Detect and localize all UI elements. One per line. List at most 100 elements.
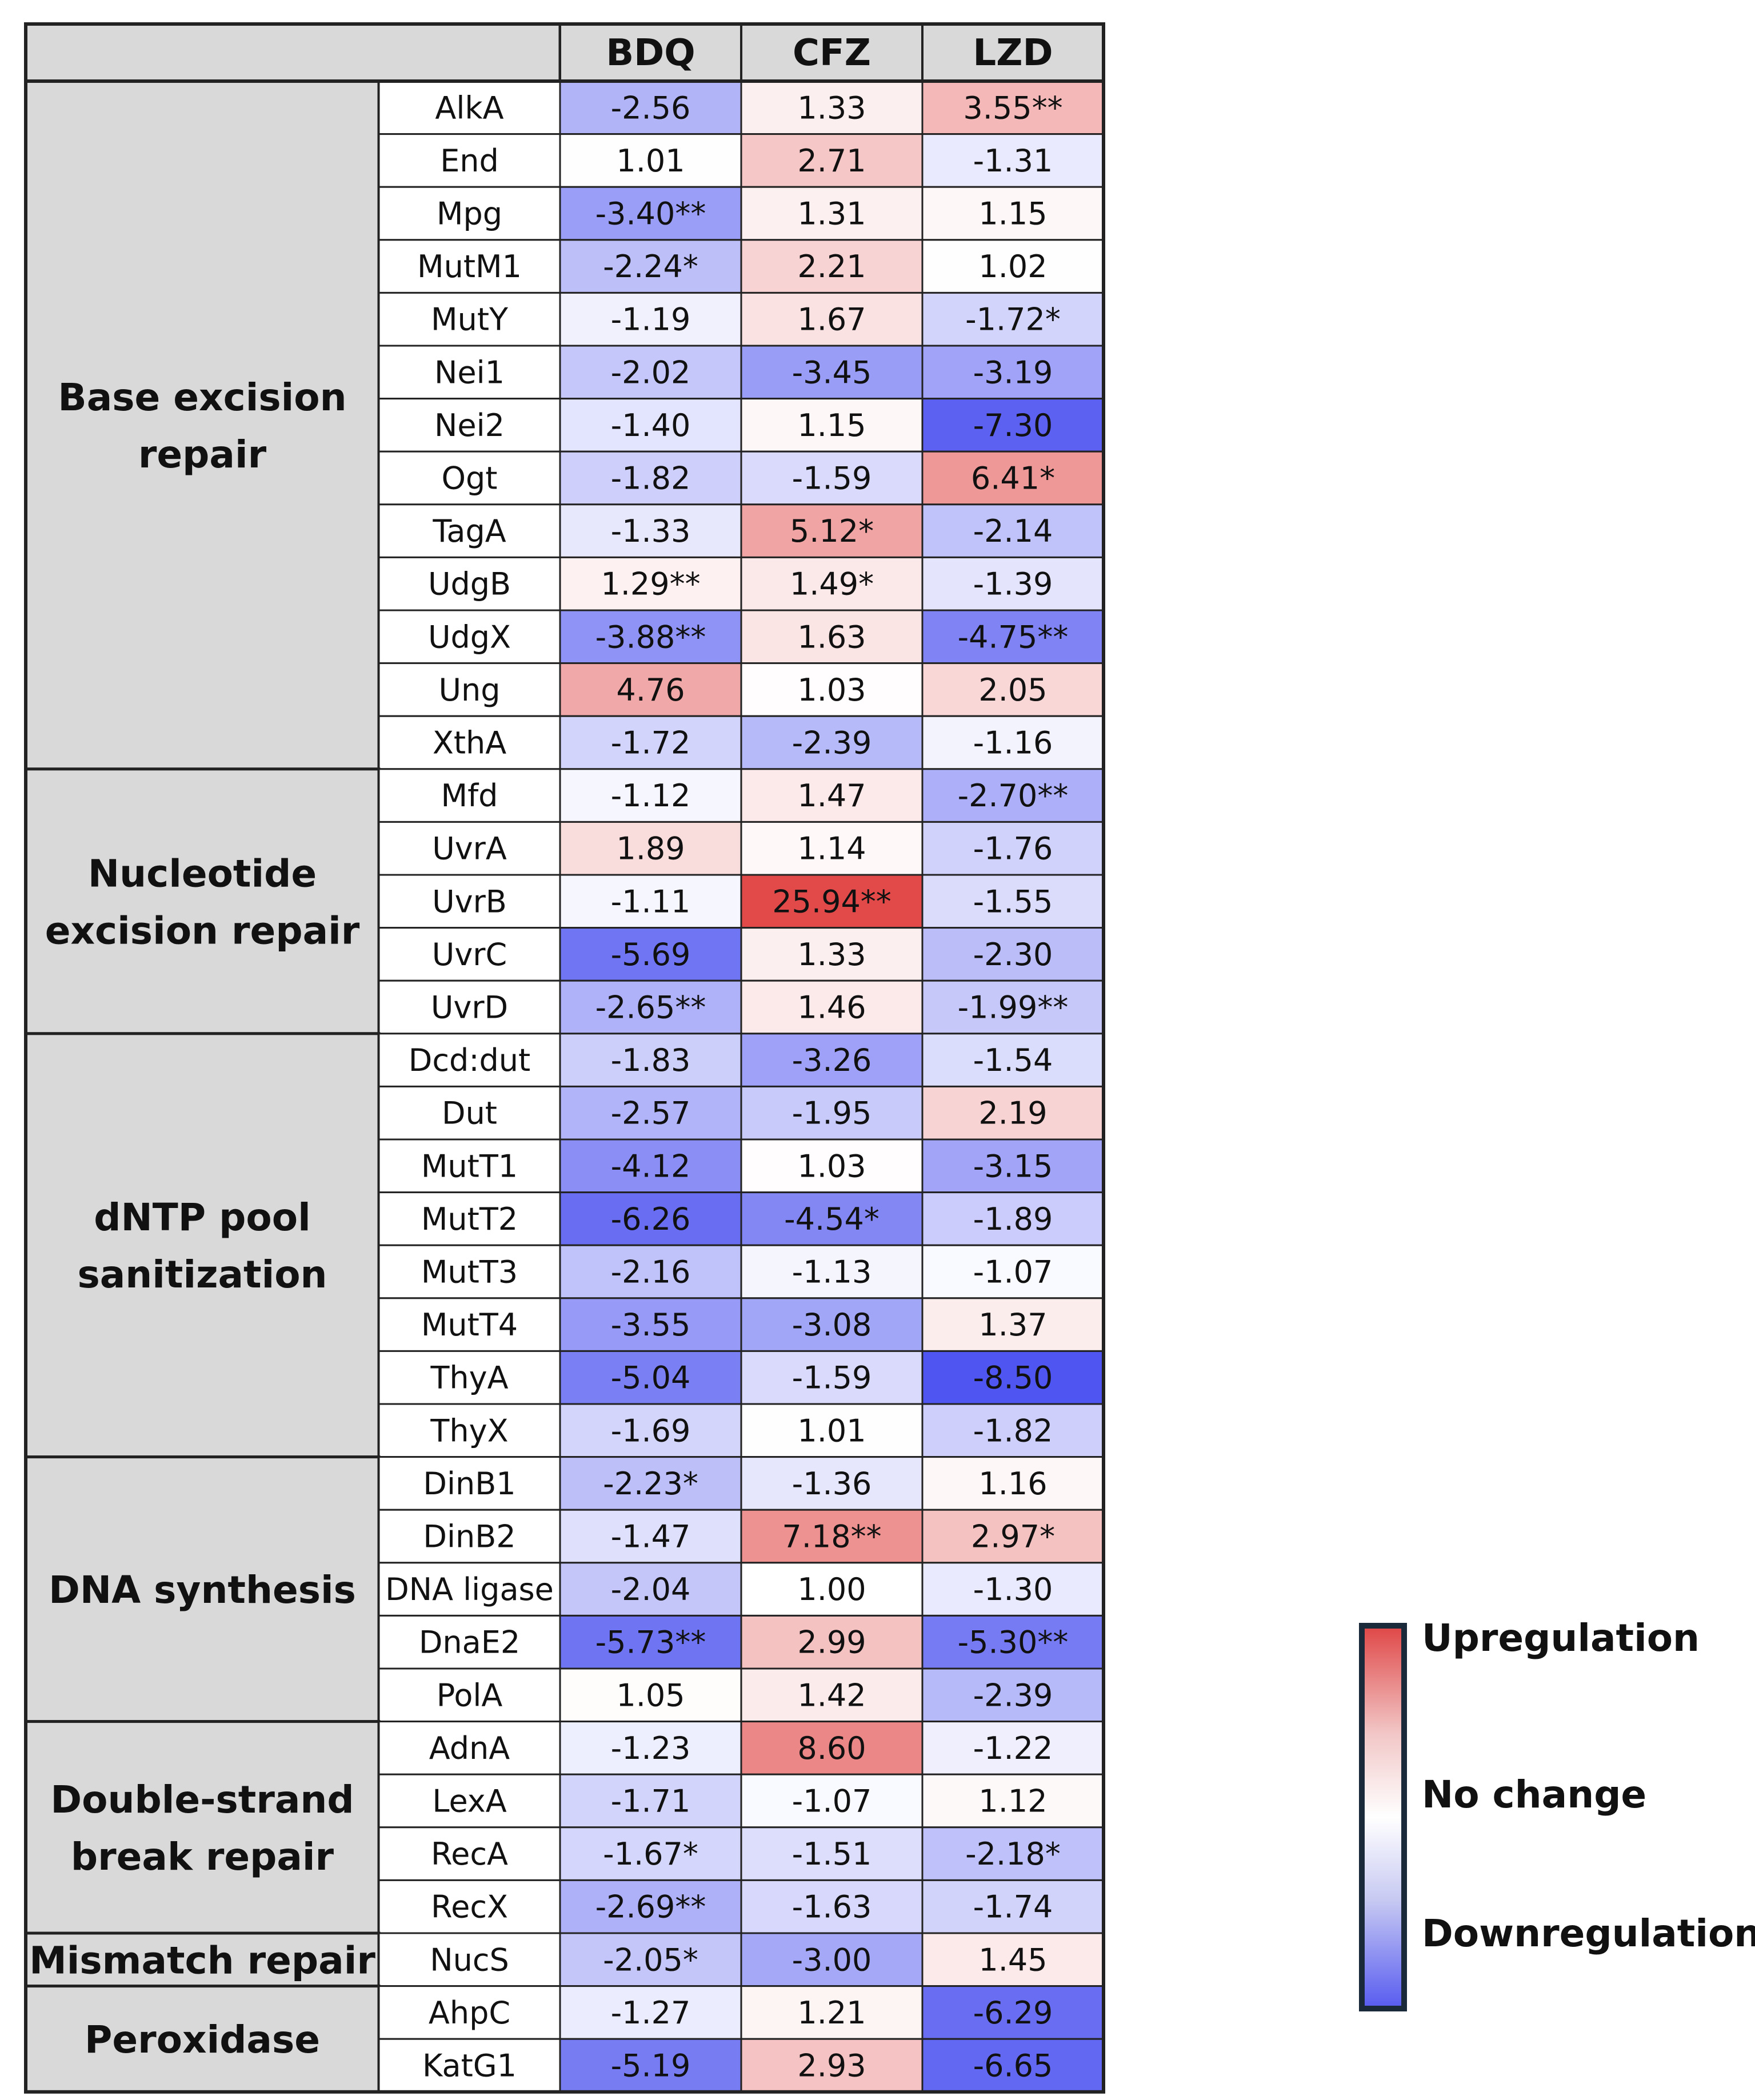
heatmap-value: 1.49* (790, 566, 874, 602)
heatmap-value: 8.60 (797, 1730, 866, 1766)
heatmap-value: -2.18* (965, 1836, 1061, 1872)
gene-name: DnaE2 (419, 1625, 520, 1661)
gene-name: MutM1 (417, 249, 522, 285)
heatmap-cell (740, 609, 924, 665)
heatmap-value: 1.33 (797, 937, 866, 973)
group-cell (24, 1720, 381, 1935)
heatmap-value: -3.88** (595, 619, 706, 655)
heatmap-value: -1.55 (973, 883, 1053, 919)
gene-name: AdnA (429, 1730, 510, 1766)
gene-name: RecX (431, 1889, 508, 1925)
heatmap-value: 2.99 (797, 1625, 866, 1661)
table-outline (24, 22, 1105, 2094)
heatmap-value: 1.00 (797, 1571, 866, 1607)
heatmap-value: -1.23 (611, 1730, 691, 1766)
heatmap-cell (921, 1456, 1105, 1511)
gene-name-cell (378, 291, 561, 347)
heatmap-cell (740, 1297, 924, 1352)
heatmap-value: 1.89 (616, 831, 685, 867)
heatmap-value: -1.16 (973, 725, 1053, 761)
heatmap-cell (921, 1614, 1105, 1670)
heatmap-value: -5.73** (595, 1625, 706, 1661)
group-label: repair (138, 433, 267, 477)
heatmap-cell (740, 1033, 924, 1087)
heatmap-cell (921, 1509, 1105, 1564)
heatmap-cell (559, 927, 742, 982)
column-header-cfz: CFZ (793, 32, 871, 74)
heatmap-value: -1.69 (611, 1413, 691, 1449)
heatmap-cell (921, 1667, 1105, 1723)
heatmap-value: -2.65** (595, 990, 706, 1026)
heatmap-cell (559, 398, 742, 453)
gene-name: MutT2 (421, 1201, 518, 1237)
heatmap-value: -2.69** (595, 1889, 706, 1925)
heatmap-value: 1.15 (978, 196, 1047, 232)
heatmap-cell (559, 1085, 742, 1141)
heatmap-value: 1.47 (797, 778, 866, 814)
heatmap-cell (559, 609, 742, 665)
heatmap-value: -1.72 (611, 725, 691, 761)
heatmap-value: -1.89 (973, 1201, 1053, 1237)
heatmap-cell (559, 1403, 742, 1458)
heatmap-cell (921, 1350, 1105, 1405)
heatmap-value: 1.31 (797, 196, 866, 232)
heatmap-cell (740, 1085, 924, 1141)
heatmap-value: -4.54* (784, 1201, 880, 1237)
gene-name-cell (378, 874, 561, 929)
heatmap-value: 1.14 (797, 831, 866, 867)
heatmap-cell (559, 1456, 742, 1511)
heatmap-value: 1.42 (797, 1677, 866, 1713)
gene-name-cell (378, 1138, 561, 1194)
gene-name-cell (378, 1985, 561, 2040)
heatmap-cell (921, 1244, 1105, 1299)
heatmap-value: 1.29** (601, 566, 700, 602)
heatmap-value: -2.14 (973, 513, 1053, 549)
gene-name-cell (378, 1403, 561, 1458)
gene-name: ThyX (430, 1413, 508, 1449)
gene-name: Ogt (442, 461, 498, 497)
gene-name: DinB2 (423, 1519, 515, 1555)
heatmap-value: 2.19 (978, 1095, 1047, 1131)
heatmap-cell (921, 556, 1105, 611)
column-header-lzd: LZD (973, 32, 1053, 74)
heatmap-value: -3.40** (595, 196, 706, 232)
heatmap-value: -3.19 (973, 354, 1053, 390)
group-label: break repair (71, 1835, 334, 1879)
heatmap-value: -1.82 (973, 1413, 1053, 1449)
gene-name-cell (378, 2038, 561, 2093)
group-label: Nucleotide (88, 851, 317, 895)
heatmap-value: 2.93 (797, 2048, 866, 2084)
heatmap-cell (921, 239, 1105, 294)
heatmap-cell (740, 1509, 924, 1564)
heatmap-value: -2.04 (611, 1571, 691, 1607)
gene-name: End (440, 143, 499, 179)
heatmap-value: -1.31 (973, 143, 1053, 179)
heatmap-cell (740, 662, 924, 717)
heatmap-cell (921, 1033, 1105, 1087)
heatmap-value: -5.30** (958, 1625, 1069, 1661)
heatmap-cell (921, 1085, 1105, 1141)
heatmap-value: -1.51 (792, 1836, 872, 1872)
heatmap-cell (740, 1667, 924, 1723)
heatmap-value: 6.41* (971, 461, 1055, 497)
heatmap-value: -2.39 (792, 725, 872, 761)
gene-name: UdgB (428, 566, 511, 602)
heatmap-cell (921, 1138, 1105, 1194)
gene-name-cell (378, 662, 561, 717)
heatmap-value: 2.05 (978, 672, 1047, 708)
heatmap-value: -2.56 (611, 90, 691, 126)
heatmap-cell (740, 556, 924, 611)
heatmap-value: -1.71 (611, 1783, 691, 1819)
heatmap-value: -2.16 (611, 1254, 691, 1290)
heatmap-cell (740, 1826, 924, 1881)
heatmap-cell (921, 874, 1105, 929)
legend-no-change-label: No change (1422, 1773, 1647, 1817)
heatmap-cell (921, 1562, 1105, 1617)
gene-name: MutY (431, 302, 509, 338)
heatmap-value: -1.33 (611, 513, 691, 549)
heatmap-cell (559, 291, 742, 347)
gene-name: MutT4 (421, 1307, 518, 1343)
heatmap-value: -3.26 (792, 1042, 872, 1078)
heatmap-value: 1.03 (797, 672, 866, 708)
gene-name-cell (378, 979, 561, 1035)
